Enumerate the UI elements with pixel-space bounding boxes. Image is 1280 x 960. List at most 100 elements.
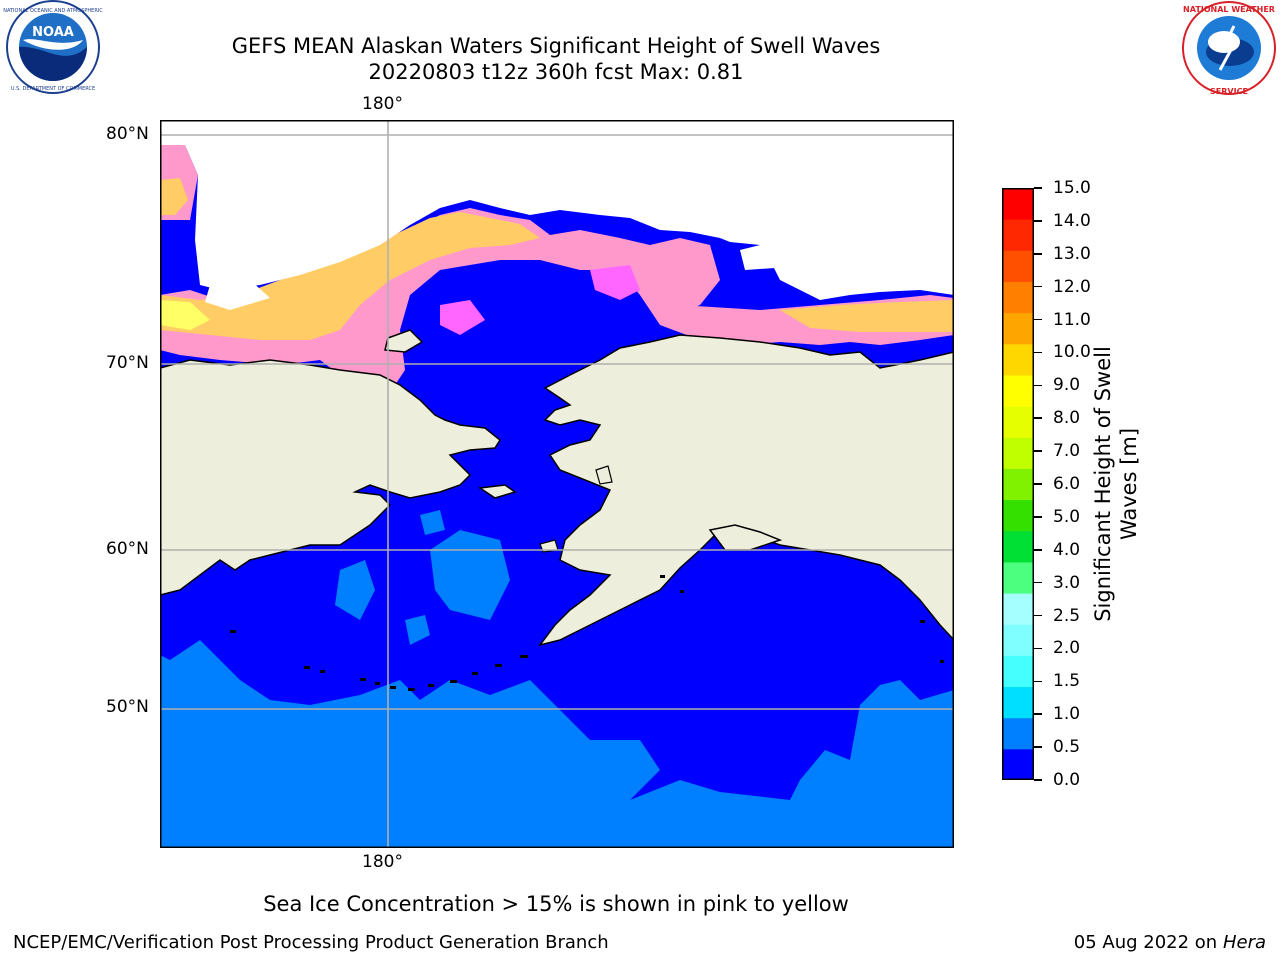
svg-text:NATIONAL WEATHER: NATIONAL WEATHER	[1183, 5, 1275, 14]
graticule	[160, 120, 954, 848]
colorbar-segment	[1002, 717, 1034, 750]
meridian-label-bottom: 180°	[362, 852, 403, 872]
land-aleutians	[230, 575, 944, 691]
sea-ice-yellow	[780, 300, 954, 332]
lat-label-50: 50°N	[106, 697, 149, 717]
colorbar-tick-mark	[1034, 746, 1042, 748]
colorbar-tick-mark	[1034, 450, 1042, 452]
sea-ice-annotation: Sea Ice Concentration > 15% is shown in …	[263, 892, 849, 916]
colorbar-segment	[1002, 468, 1034, 501]
colorbar-segment	[1002, 219, 1034, 251]
colorbar-tick-mark	[1034, 647, 1042, 650]
colorbar-segment	[1002, 374, 1034, 407]
lat-label-70: 70°N	[106, 353, 149, 373]
colorbar-tick-label: 5.0	[1053, 506, 1081, 527]
colorbar-tick-label: 10.0	[1053, 342, 1091, 363]
ocean-mid-blob	[430, 530, 510, 620]
colorbar-tick-label: 2.0	[1053, 638, 1081, 659]
colorbar-segment	[1002, 343, 1034, 376]
ocean-mid-blob	[405, 615, 430, 645]
colorbar-segment	[1002, 406, 1034, 438]
colorbar-tick-label: 11.0	[1053, 309, 1091, 330]
colorbar-tick-mark	[1034, 417, 1042, 419]
colorbar-tick-label: 4.0	[1053, 539, 1081, 560]
chart-title-line1: GEFS MEAN Alaskan Waters Significant Hei…	[231, 34, 881, 58]
colorbar-tick-mark	[1034, 253, 1042, 255]
colorbar-label-line2: Waves [m]	[1117, 427, 1141, 541]
colorbar-segment	[1002, 748, 1034, 780]
colorbar-tick-label: 13.0	[1053, 243, 1091, 264]
colorbar-tick-label: 3.0	[1053, 572, 1081, 593]
colorbar-tick-mark	[1034, 384, 1042, 387]
colorbar-tick-mark	[1034, 516, 1042, 518]
colorbar-tick-label: 0.0	[1053, 770, 1081, 790]
colorbar-tick-label: 15.0	[1053, 178, 1091, 198]
lat-label-60: 60°N	[106, 539, 149, 559]
colorbar-tick-label: 7.0	[1053, 441, 1081, 462]
land-wrangel-island	[384, 329, 424, 353]
colorbar-segment	[1002, 437, 1034, 469]
colorbar-border	[1002, 188, 1034, 780]
colorbar-tick-mark	[1034, 614, 1042, 617]
colorbar-segment	[1002, 655, 1034, 688]
colorbar-tick-mark	[1034, 285, 1042, 288]
colorbar-segment	[1002, 250, 1034, 282]
svg-text:NOAA: NOAA	[32, 25, 74, 40]
colorbar-tick-label: 9.0	[1053, 375, 1081, 396]
nws-logo: NATIONAL WEATHER SERVICE	[1178, 0, 1280, 100]
lat-label-80: 80°N	[106, 124, 149, 144]
no-data-gap	[160, 120, 954, 300]
colorbar-tick-label: 12.0	[1053, 276, 1091, 297]
colorbar-segment	[1002, 624, 1034, 656]
colorbar-segment	[1002, 686, 1034, 719]
sea-ice-region	[160, 208, 720, 445]
colorbar-tick-label: 2.5	[1053, 605, 1081, 626]
footer-credit: NCEP/EMC/Verification Post Processing Pr…	[13, 932, 609, 953]
chart-title-line2: 20220803 t12z 360h fcst Max: 0.81	[368, 60, 744, 84]
colorbar-label-line1: Significant Height of Swell	[1091, 346, 1115, 622]
colorbar-tick-mark	[1034, 680, 1042, 683]
colorbar-tick-label: 8.0	[1053, 408, 1081, 429]
sea-ice-pink-patch	[590, 265, 640, 300]
noaa-logo: NOAA NATIONAL OCEANIC AND ATMOSPHERIC U.…	[3, 0, 103, 100]
colorbar-tick-mark	[1034, 318, 1042, 321]
footer-date: 05 Aug 2022 on Hera	[1074, 932, 1266, 954]
colorbar-tick-mark	[1034, 483, 1042, 485]
sea-ice-yellow	[160, 178, 188, 215]
footer-host: Hera	[1222, 932, 1266, 953]
colorbar-tick-label: 6.0	[1053, 474, 1081, 494]
colorbar-tick-label: 14.0	[1053, 210, 1091, 231]
colorbar-tick-label: 1.5	[1053, 671, 1081, 692]
no-data-gap	[740, 242, 775, 270]
colorbar-tick-mark	[1034, 581, 1042, 584]
colorbar-segment	[1002, 188, 1034, 220]
sea-ice-yellow	[160, 212, 540, 340]
map-border	[160, 120, 954, 848]
colorbar-tick-label: 1.0	[1053, 704, 1081, 725]
colorbar-segment	[1002, 312, 1034, 345]
colorbar	[1002, 188, 1034, 780]
colorbar-segment	[1002, 593, 1034, 625]
colorbar-segment	[1002, 281, 1034, 314]
colorbar-segment	[1002, 530, 1034, 563]
map-panel	[160, 120, 954, 848]
land-st-lawrence-island	[477, 484, 517, 499]
colorbar-segment	[1002, 499, 1034, 532]
colorbar-tick-mark	[1034, 351, 1042, 354]
svg-text:NATIONAL OCEANIC AND ATMOSPHER: NATIONAL OCEANIC AND ATMOSPHERIC	[3, 8, 103, 14]
colorbar-tick-mark	[1034, 549, 1042, 551]
svg-text:SERVICE: SERVICE	[1210, 87, 1248, 96]
sea-ice-yellow	[160, 300, 210, 330]
colorbar-tick-mark	[1034, 187, 1042, 189]
no-data-gap	[205, 280, 270, 310]
colorbar-tick-mark	[1034, 713, 1042, 715]
meridian-label-top: 180°	[362, 94, 403, 114]
land-island	[595, 465, 613, 485]
ocean-mid-blob	[335, 560, 375, 620]
colorbar-tick-label: 0.5	[1053, 737, 1081, 758]
land-siberia	[160, 359, 501, 596]
colorbar-tick-mark	[1034, 220, 1042, 222]
colorbar-segment	[1002, 561, 1034, 594]
land-alaska	[538, 334, 954, 647]
footer-date-text: 05 Aug 2022 on	[1073, 932, 1218, 953]
